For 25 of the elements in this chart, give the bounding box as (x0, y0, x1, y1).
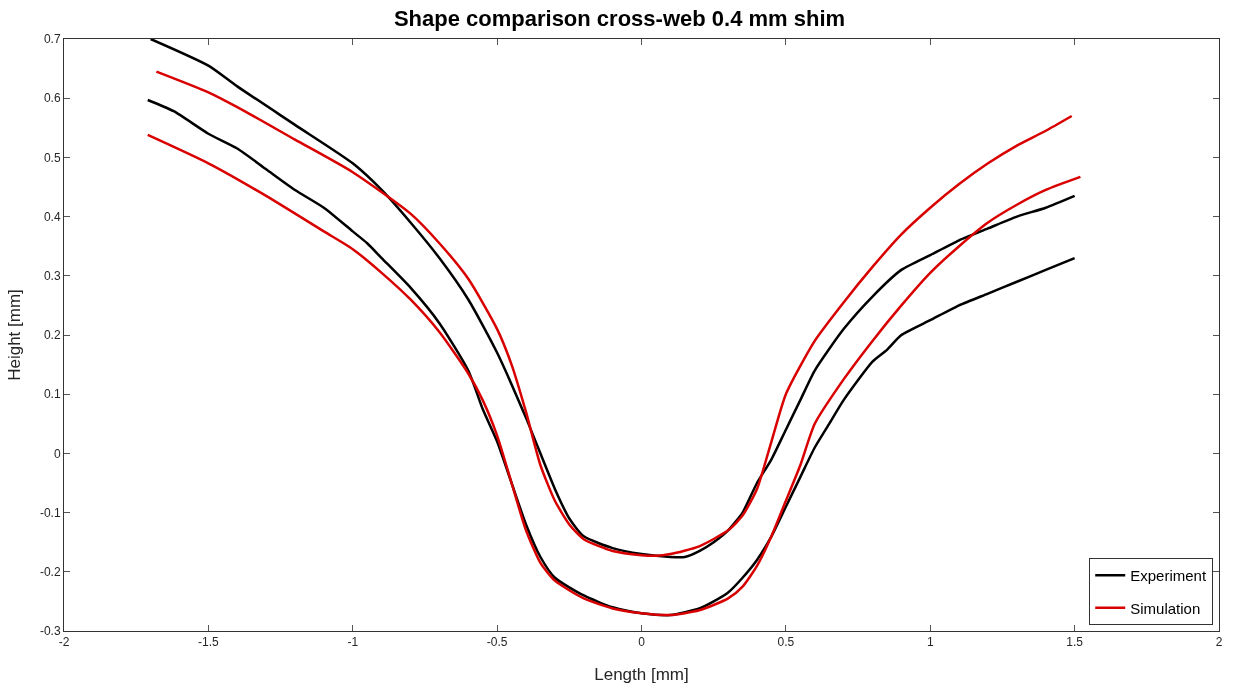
y-tick-label: 0.3 (43, 269, 61, 283)
x-tick-label: 0 (638, 635, 646, 650)
legend-label: Simulation (1130, 599, 1201, 617)
x-tick-label: -1 (347, 635, 359, 650)
y-tick-label: 0.1 (43, 387, 61, 402)
y-tick-label: 0.2 (43, 328, 61, 343)
y-tick-label: 0.7 (43, 32, 61, 47)
x-tick-label: -0.5 (486, 635, 508, 650)
y-tick-label: 0.4 (43, 209, 61, 224)
legend-label: Experiment (1130, 567, 1207, 585)
x-tick-label: -1.5 (198, 635, 220, 650)
y-tick-label: 0.6 (43, 91, 61, 106)
x-tick-label: -2 (58, 635, 70, 650)
y-tick-label: 0.5 (43, 150, 61, 165)
y-tick-label: 0 (53, 446, 61, 461)
x-axis-title: Length [mm] (594, 665, 689, 684)
y-tick-label: -0.1 (39, 505, 61, 520)
chart-title: Shape comparison cross-web 0.4 mm shim (393, 5, 846, 31)
y-tick-label: -0.3 (39, 624, 61, 639)
y-tick-label: -0.2 (39, 565, 61, 579)
x-tick-label: 1 (926, 635, 934, 650)
y-axis-title: Height [mm] (5, 289, 24, 381)
x-tick-label: 0.5 (777, 635, 795, 650)
x-tick-label: 2 (1215, 635, 1223, 650)
x-tick-label: 1.5 (1066, 635, 1084, 650)
